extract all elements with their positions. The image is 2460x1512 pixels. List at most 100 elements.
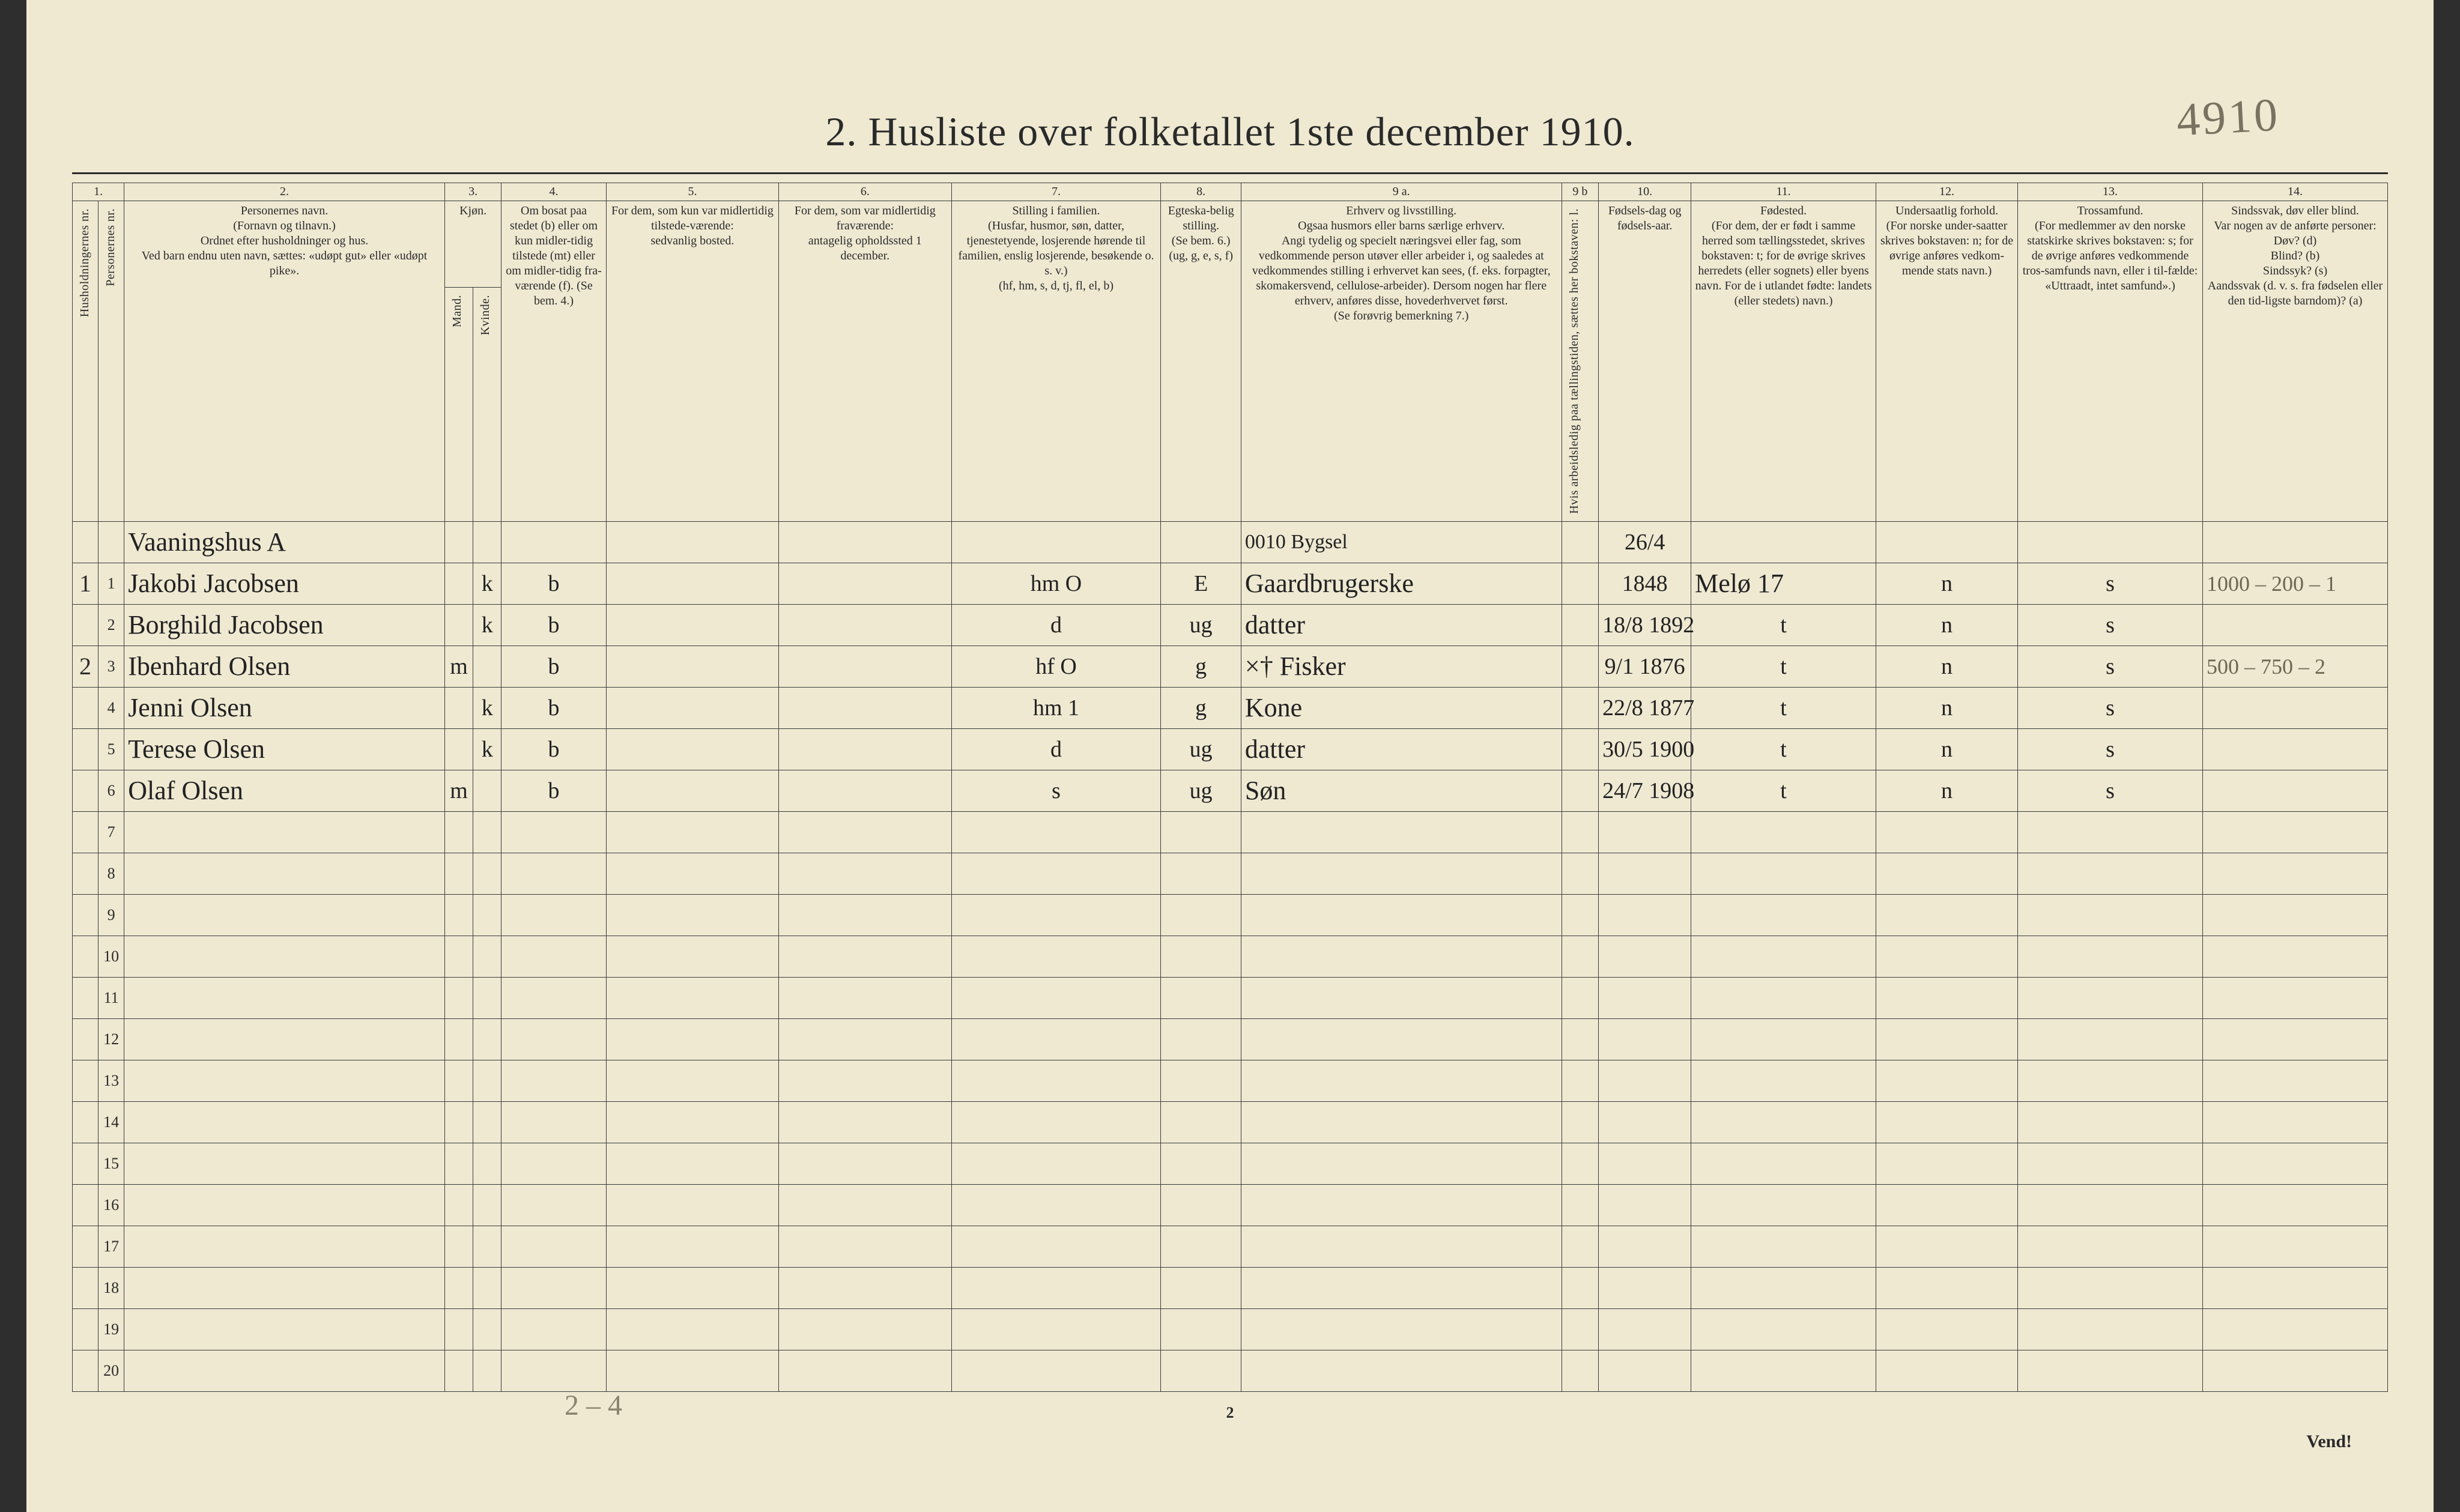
cell-fam: hm O [951,563,1161,604]
cell-fam: d [951,604,1161,646]
cell-occ: datter [1241,728,1562,770]
cell-k: k [473,604,501,646]
person-row: 2 Borghild Jacobsen k b d ug datter 18/8… [73,604,2388,646]
cell-pob: t [1691,687,1876,728]
cell-pn: 14 [98,1101,124,1143]
empty-row: 20 [73,1350,2388,1391]
cell-occ: Gaardbrugerske [1241,563,1562,604]
empty-row: 15 [73,1143,2388,1184]
cell-pn: 5 [98,728,124,770]
hdr-sex: Kjøn. [444,201,501,288]
cell-hh [73,728,98,770]
empty-row: 9 [73,894,2388,936]
cell-pob: t [1691,770,1876,811]
coln-10: 10. [1599,183,1691,201]
hdr-occupation: Erhverv og livsstilling. Ogsaa husmors e… [1241,201,1562,522]
cell-k: k [473,687,501,728]
cell-mar: ug [1161,770,1241,811]
cell-k: k [473,563,501,604]
cell-pn: 3 [98,646,124,687]
empty-row: 14 [73,1101,2388,1143]
cell-occ: Kone [1241,687,1562,728]
cell-note: 1000 – 200 – 1 [2202,563,2387,604]
cell-pn: 20 [98,1350,124,1391]
cell-rel: s [2018,563,2203,604]
coln-3: 3. [444,183,501,201]
cell-pn: 17 [98,1226,124,1267]
coln-13: 13. [2018,183,2203,201]
cell-rel: s [2018,646,2203,687]
cell-pn: 18 [98,1267,124,1308]
cell-b: b [501,770,606,811]
cell-fam: d [951,728,1161,770]
cell-k [473,770,501,811]
coln-5: 5. [606,183,778,201]
cell-mar: g [1161,687,1241,728]
cell-fam: hf O [951,646,1161,687]
person-row: 6 Olaf Olsen m b s ug Søn 24/7 1908 t n … [73,770,2388,811]
empty-row: 10 [73,936,2388,977]
empty-row: 13 [73,1060,2388,1101]
empty-row: 19 [73,1308,2388,1350]
cell-name: Olaf Olsen [124,770,445,811]
cell-b: b [501,563,606,604]
cell-pn: 11 [98,977,124,1018]
empty-row: 17 [73,1226,2388,1267]
cell-occ: datter [1241,604,1562,646]
hdr-unemployed-label: Hvis arbeidsledig paa tællingstiden, sæt… [1566,204,1583,519]
super-birth: 26/4 [1599,521,1691,563]
hdr-temp-present: For dem, som kun var midlertidig tilsted… [606,201,778,522]
page-number: 2 [72,1404,2388,1422]
cell-pob: t [1691,646,1876,687]
cell-hh [73,770,98,811]
cell-mar: ug [1161,604,1241,646]
cell-rel: s [2018,770,2203,811]
cell-m: m [444,646,473,687]
hdr-nationality: Undersaatlig forhold. (For norske under-… [1876,201,2018,522]
cell-mar: ug [1161,728,1241,770]
hdr-sex-m: Mand. [444,287,473,521]
hdr-unemployed: Hvis arbeidsledig paa tællingstiden, sæt… [1562,201,1599,522]
cell-b: b [501,728,606,770]
hdr-persnr-label: Personernes nr. [102,204,120,291]
cell-occ: ×† Fisker [1241,646,1562,687]
cell-occ: Søn [1241,770,1562,811]
coln-12: 12. [1876,183,2018,201]
super-occupation: 0010 Bygsel [1241,521,1562,563]
cell-fam: hm 1 [951,687,1161,728]
cell-hh: 2 [73,646,98,687]
cell-name: Jenni Olsen [124,687,445,728]
cell-note: 500 – 750 – 2 [2202,646,2387,687]
cell-dob: 22/8 1877 [1599,687,1691,728]
vend-label: Vend! [2306,1432,2352,1452]
cell-note [2202,604,2387,646]
cell-rel: s [2018,728,2203,770]
cell-k: k [473,728,501,770]
cell-m [444,687,473,728]
cell-m [444,604,473,646]
cell-m [444,563,473,604]
cell-pn: 4 [98,687,124,728]
empty-row: 11 [73,977,2388,1018]
pencil-annotation-bottom: 2 – 4 [565,1389,622,1422]
hdr-family-pos: Stilling i familien. (Husfar, husmor, sø… [951,201,1161,522]
cell-k [473,646,501,687]
coln-6: 6. [779,183,951,201]
cell-nat: n [1876,728,2018,770]
cell-dob: 18/8 1892 [1599,604,1691,646]
cell-nat: n [1876,770,2018,811]
cell-pn: 6 [98,770,124,811]
cell-pn: 8 [98,853,124,894]
hdr-persnr: Personernes nr. [98,201,124,522]
cell-name: Jakobi Jacobsen [124,563,445,604]
coln-9b: 9 b [1562,183,1599,201]
cell-m [444,728,473,770]
title-rule [72,172,2388,174]
cell-pn: 1 [98,563,124,604]
cell-pn: 19 [98,1308,124,1350]
cell-pob: t [1691,728,1876,770]
person-row: 1 1 Jakobi Jacobsen k b hm O E Gaardbrug… [73,563,2388,604]
cell-pn: 15 [98,1143,124,1184]
hdr-sex-k: Kvinde. [473,287,501,521]
cell-pn: 10 [98,936,124,977]
